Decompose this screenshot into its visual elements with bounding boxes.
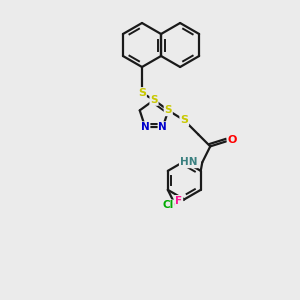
- Text: Cl: Cl: [163, 200, 174, 210]
- Text: F: F: [175, 196, 182, 206]
- Text: S: S: [180, 116, 188, 125]
- Text: S: S: [164, 105, 172, 116]
- Text: HN: HN: [180, 158, 197, 167]
- Text: S: S: [138, 88, 146, 98]
- Text: S: S: [150, 95, 158, 105]
- Text: O: O: [228, 135, 237, 146]
- Text: N: N: [141, 122, 150, 132]
- Text: N: N: [158, 122, 167, 132]
